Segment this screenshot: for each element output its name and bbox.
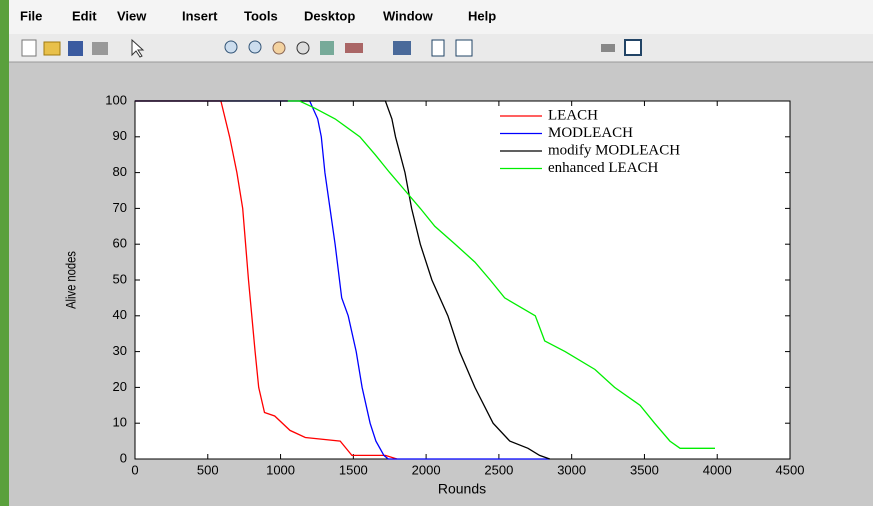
- y-tick-label: 70: [113, 200, 127, 215]
- icon-save[interactable]: [68, 41, 83, 56]
- icon-print[interactable]: [92, 42, 108, 55]
- icon-show[interactable]: [624, 39, 642, 56]
- x-tick-label: 4000: [703, 462, 732, 477]
- series-line: [287, 100, 715, 449]
- y-tick-label: 60: [113, 236, 127, 251]
- x-tick-label: 1000: [266, 462, 295, 477]
- icon-hide[interactable]: [601, 44, 615, 52]
- x-tick-label: 0: [131, 462, 138, 477]
- menu-item[interactable]: File: [20, 8, 42, 23]
- menu-item[interactable]: Insert: [182, 8, 218, 23]
- legend-label: enhanced LEACH: [548, 160, 659, 176]
- icon-pointer[interactable]: [131, 38, 145, 58]
- y-tick-label: 0: [120, 450, 127, 465]
- menu-item[interactable]: Tools: [244, 8, 278, 23]
- series-line: [135, 100, 550, 460]
- menu-item[interactable]: Window: [383, 8, 434, 23]
- toolbar-icons: [21, 38, 642, 58]
- y-tick-label: 20: [113, 379, 127, 394]
- menu-item[interactable]: View: [117, 8, 147, 23]
- legend-label: MODLEACH: [548, 125, 633, 141]
- x-tick-label: 2500: [484, 462, 513, 477]
- icon-rotate[interactable]: [296, 41, 310, 55]
- legend-label: modify MODLEACH: [548, 142, 680, 158]
- y-tick-label: 80: [113, 164, 127, 179]
- x-tick-label: 3500: [630, 462, 659, 477]
- icon-link[interactable]: [393, 41, 411, 55]
- menu-bar: [0, 0, 873, 34]
- icon-open[interactable]: [43, 41, 61, 56]
- left-strip: [0, 0, 9, 506]
- y-tick-label: 90: [113, 128, 127, 143]
- series-line: [135, 100, 398, 460]
- legend-label: LEACH: [548, 107, 598, 123]
- x-axis-label: Rounds: [438, 481, 486, 497]
- menu-item[interactable]: Edit: [72, 8, 97, 23]
- icon-datacursor[interactable]: [320, 41, 334, 55]
- y-tick-label: 10: [113, 415, 127, 430]
- y-tick-label: 100: [105, 92, 127, 107]
- x-tick-label: 1500: [339, 462, 368, 477]
- menu-item[interactable]: Help: [468, 8, 496, 23]
- x-tick-label: 500: [197, 462, 219, 477]
- icon-zoom-in[interactable]: [224, 40, 238, 54]
- icon-zoom-out[interactable]: [248, 40, 262, 54]
- y-tick-label: 50: [113, 271, 127, 286]
- x-tick-label: 3000: [557, 462, 586, 477]
- x-tick-label: 4500: [776, 462, 805, 477]
- icon-colorbar[interactable]: [431, 39, 445, 57]
- axes-box: [134, 100, 791, 460]
- y-axis-label: Alive nodes: [64, 251, 79, 309]
- icon-legend[interactable]: [455, 39, 473, 57]
- series-line: [135, 100, 551, 460]
- icon-brush[interactable]: [345, 43, 363, 53]
- menu-item[interactable]: Desktop: [304, 8, 355, 23]
- icon-new[interactable]: [21, 39, 37, 57]
- y-tick-label: 40: [113, 307, 127, 322]
- x-tick-label: 2000: [412, 462, 441, 477]
- icon-pan[interactable]: [272, 41, 286, 55]
- y-tick-label: 30: [113, 343, 127, 358]
